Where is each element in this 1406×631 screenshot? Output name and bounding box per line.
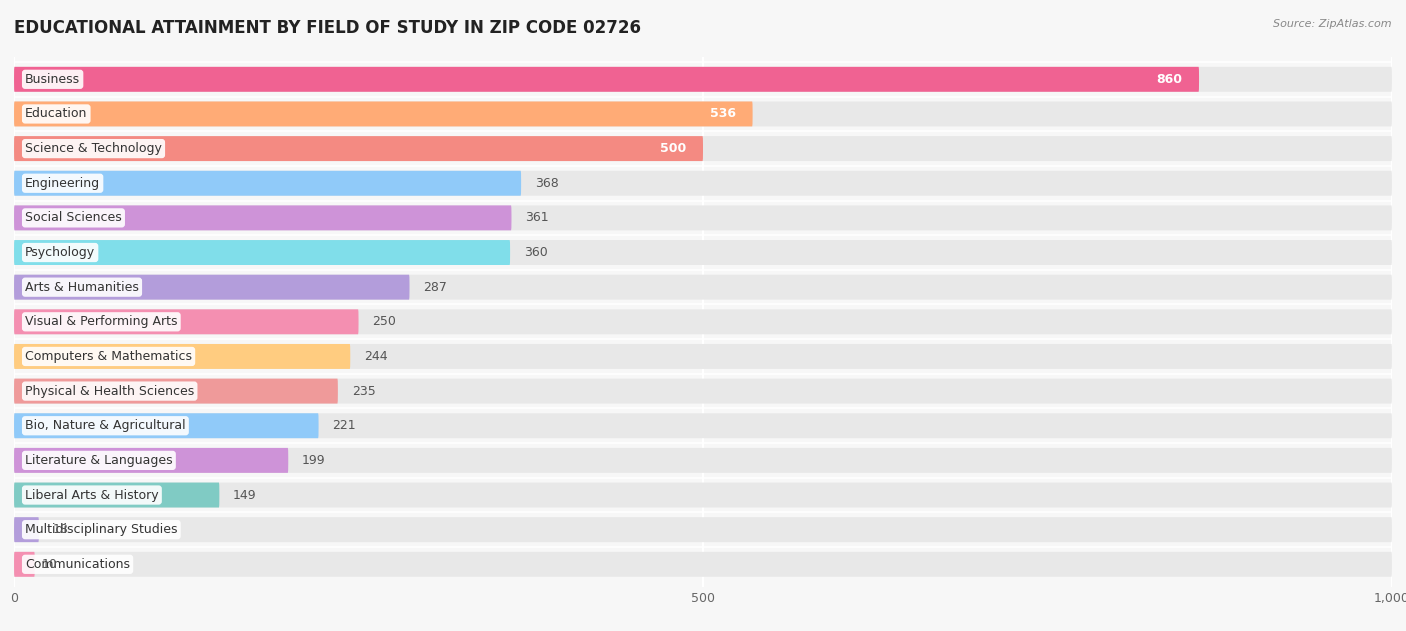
FancyBboxPatch shape <box>14 102 752 126</box>
Text: Education: Education <box>25 107 87 121</box>
FancyBboxPatch shape <box>14 379 337 404</box>
Text: Business: Business <box>25 73 80 86</box>
Text: 10: 10 <box>42 558 58 571</box>
FancyBboxPatch shape <box>14 136 703 161</box>
FancyBboxPatch shape <box>14 274 409 300</box>
Text: 18: 18 <box>52 523 69 536</box>
FancyBboxPatch shape <box>14 240 510 265</box>
Text: Source: ZipAtlas.com: Source: ZipAtlas.com <box>1274 19 1392 29</box>
Text: Literature & Languages: Literature & Languages <box>25 454 173 467</box>
Text: Computers & Mathematics: Computers & Mathematics <box>25 350 193 363</box>
FancyBboxPatch shape <box>14 517 39 542</box>
FancyBboxPatch shape <box>14 274 1392 300</box>
FancyBboxPatch shape <box>14 136 1392 161</box>
Text: Physical & Health Sciences: Physical & Health Sciences <box>25 385 194 398</box>
Text: 287: 287 <box>423 281 447 293</box>
Text: 368: 368 <box>534 177 558 190</box>
FancyBboxPatch shape <box>14 483 219 507</box>
FancyBboxPatch shape <box>14 171 522 196</box>
FancyBboxPatch shape <box>14 344 1392 369</box>
FancyBboxPatch shape <box>14 552 35 577</box>
FancyBboxPatch shape <box>14 517 1392 542</box>
FancyBboxPatch shape <box>14 309 1392 334</box>
FancyBboxPatch shape <box>14 344 350 369</box>
FancyBboxPatch shape <box>14 413 319 438</box>
FancyBboxPatch shape <box>14 67 1199 91</box>
FancyBboxPatch shape <box>14 448 1392 473</box>
Text: Multidisciplinary Studies: Multidisciplinary Studies <box>25 523 177 536</box>
Text: 149: 149 <box>233 488 257 502</box>
FancyBboxPatch shape <box>14 309 359 334</box>
Text: 500: 500 <box>661 142 686 155</box>
Text: Communications: Communications <box>25 558 131 571</box>
Text: Visual & Performing Arts: Visual & Performing Arts <box>25 316 177 328</box>
Text: Social Sciences: Social Sciences <box>25 211 122 225</box>
Text: 860: 860 <box>1157 73 1182 86</box>
Text: 221: 221 <box>332 419 356 432</box>
FancyBboxPatch shape <box>14 483 1392 507</box>
FancyBboxPatch shape <box>14 413 1392 438</box>
Text: EDUCATIONAL ATTAINMENT BY FIELD OF STUDY IN ZIP CODE 02726: EDUCATIONAL ATTAINMENT BY FIELD OF STUDY… <box>14 19 641 37</box>
Text: 244: 244 <box>364 350 388 363</box>
Text: Engineering: Engineering <box>25 177 100 190</box>
Text: Bio, Nature & Agricultural: Bio, Nature & Agricultural <box>25 419 186 432</box>
FancyBboxPatch shape <box>14 206 1392 230</box>
FancyBboxPatch shape <box>14 67 1392 91</box>
Text: 360: 360 <box>524 246 547 259</box>
FancyBboxPatch shape <box>14 206 512 230</box>
FancyBboxPatch shape <box>14 240 1392 265</box>
FancyBboxPatch shape <box>14 448 288 473</box>
Text: 235: 235 <box>352 385 375 398</box>
Text: 361: 361 <box>526 211 548 225</box>
Text: Liberal Arts & History: Liberal Arts & History <box>25 488 159 502</box>
Text: Science & Technology: Science & Technology <box>25 142 162 155</box>
FancyBboxPatch shape <box>14 102 1392 126</box>
FancyBboxPatch shape <box>14 552 1392 577</box>
Text: 199: 199 <box>302 454 326 467</box>
Text: 250: 250 <box>373 316 396 328</box>
Text: Psychology: Psychology <box>25 246 96 259</box>
FancyBboxPatch shape <box>14 379 1392 404</box>
FancyBboxPatch shape <box>14 171 1392 196</box>
Text: 536: 536 <box>710 107 737 121</box>
Text: Arts & Humanities: Arts & Humanities <box>25 281 139 293</box>
